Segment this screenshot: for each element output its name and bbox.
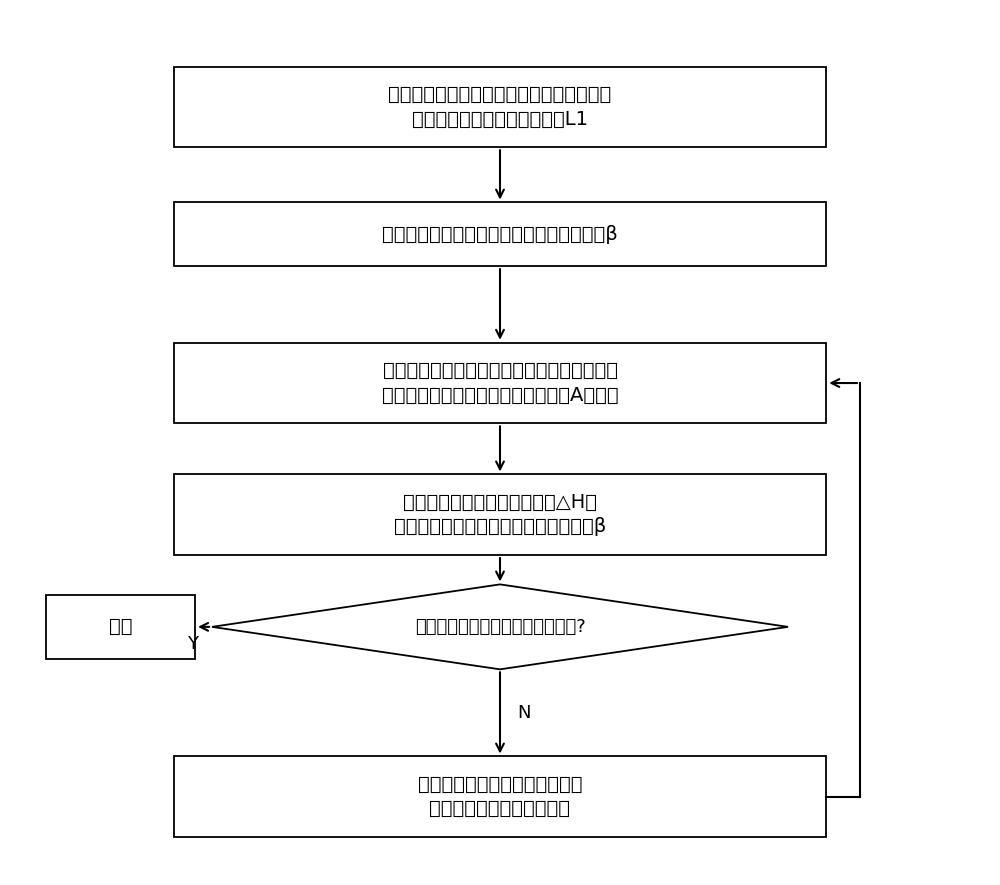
Text: 初始化桨叶接力器行程作为初始的桨叶转角β: 初始化桨叶接力器行程作为初始的桨叶转角β bbox=[382, 225, 618, 244]
Text: 桨叶上两个参考点相对同一参考平面A的高程: 桨叶上两个参考点相对同一参考平面A的高程 bbox=[382, 386, 618, 404]
Text: 用水准仪分别测量出当前桨叶接力器行程下各: 用水准仪分别测量出当前桨叶接力器行程下各 bbox=[382, 361, 618, 381]
Text: Y: Y bbox=[187, 635, 198, 653]
Polygon shape bbox=[212, 584, 788, 669]
Text: 桨叶接力器行程已经达到预设阈值?: 桨叶接力器行程已经达到预设阈值? bbox=[415, 618, 585, 635]
Text: 结束: 结束 bbox=[109, 618, 133, 636]
Bar bbox=[46, 595, 195, 658]
Bar bbox=[174, 203, 826, 266]
Bar bbox=[174, 66, 826, 147]
Text: 计算当前桨叶接力器行程下的桨叶转角β: 计算当前桨叶接力器行程下的桨叶转角β bbox=[394, 518, 606, 536]
Bar bbox=[174, 757, 826, 837]
Text: 通过油压装置使桨叶接力器行程: 通过油压装置使桨叶接力器行程 bbox=[418, 775, 582, 794]
Text: 运动至下一个指定的测量点: 运动至下一个指定的测量点 bbox=[430, 799, 570, 819]
Text: N: N bbox=[517, 704, 531, 722]
Bar bbox=[174, 342, 826, 423]
Bar bbox=[174, 474, 826, 555]
Text: 计算两个参考点之间的高程差△H，: 计算两个参考点之间的高程差△H， bbox=[403, 493, 597, 512]
Text: 测量出两个参考点的直线距离L1: 测量出两个参考点的直线距离L1 bbox=[412, 110, 588, 128]
Text: 在桨叶的顶部中心线两端各选择一个参考点: 在桨叶的顶部中心线两端各选择一个参考点 bbox=[388, 85, 612, 104]
